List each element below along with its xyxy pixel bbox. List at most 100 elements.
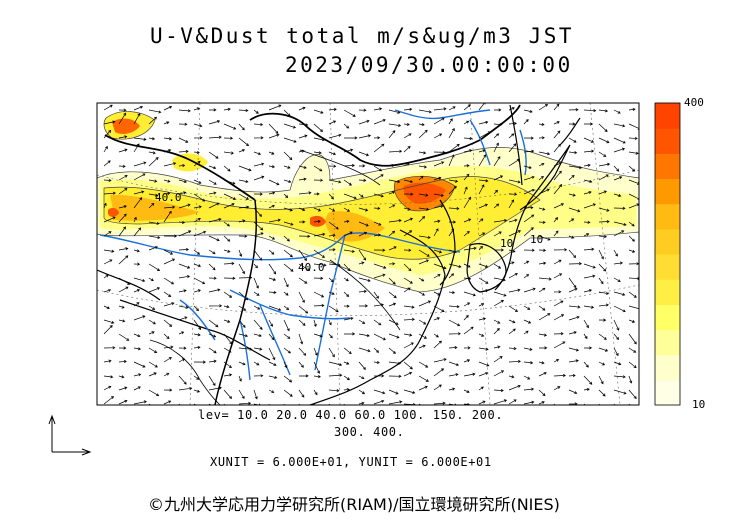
wind-arrow: [598, 162, 611, 167]
wind-arrow: [118, 213, 127, 223]
wind-arrow: [598, 249, 604, 260]
wind-arrow: [508, 288, 521, 293]
wind-arrow: [238, 319, 246, 328]
wind-arrow: [508, 107, 515, 111]
wind-arrow: [448, 345, 458, 350]
wind-arrow: [358, 261, 365, 265]
wind-arrow: [283, 221, 294, 226]
wind-arrow: [433, 204, 444, 209]
wind-arrow: [298, 361, 304, 368]
colorbar-segment: [655, 128, 680, 154]
wind-arrow: [223, 123, 237, 130]
wind-arrow: [553, 314, 565, 321]
wind-arrow: [553, 170, 562, 181]
wind-arrow: [373, 136, 381, 140]
wind-arrow: [568, 122, 576, 126]
wind-arrow: [568, 151, 578, 155]
wind-arrow: [553, 259, 562, 265]
wind-arrow: [298, 220, 306, 224]
wind-arrow: [538, 162, 545, 167]
wind-arrow: [583, 319, 589, 329]
wind-arrow: [523, 175, 535, 181]
wind-arrow: [388, 219, 402, 223]
wind-arrow: [268, 249, 275, 255]
wind-arrow: [103, 288, 112, 293]
wind-arrow: [478, 149, 486, 153]
wind-arrow: [583, 137, 595, 143]
wind-arrow: [493, 142, 499, 153]
wind-arrow: [538, 305, 546, 311]
plot-timestamp: 2023/09/30.00:00:00: [285, 53, 573, 77]
wind-arrow: [508, 384, 521, 391]
wind-arrow: [208, 263, 216, 271]
wind-arrow: [283, 151, 293, 161]
wind-arrow: [538, 371, 547, 377]
wind-arrow: [178, 109, 191, 113]
wind-arrow: [313, 151, 322, 155]
wind-arrow: [328, 233, 336, 238]
wind-arrow: [598, 291, 609, 295]
wind-arrow: [448, 290, 456, 295]
wind-arrow: [523, 287, 536, 293]
wind-arrow: [253, 249, 262, 261]
wind-arrow: [418, 333, 427, 339]
wind-arrow: [463, 104, 471, 111]
wind-arrow: [178, 375, 187, 385]
wind-arrow: [178, 247, 189, 252]
wind-arrow: [598, 277, 604, 285]
wind-arrow: [223, 151, 234, 155]
wind-arrow: [133, 249, 140, 253]
wind-arrow: [103, 259, 113, 265]
wind-arrow: [433, 176, 442, 181]
wind-arrow: [328, 319, 332, 326]
wind-arrow: [163, 191, 171, 196]
wind-arrow: [433, 333, 439, 338]
vector-units: XUNIT = 6.000E+01, YUNIT = 6.000E+01: [210, 455, 492, 469]
wind-arrow: [328, 389, 340, 393]
wind-arrow: [163, 372, 170, 377]
wind-arrow: [523, 136, 534, 140]
wind-arrow: [478, 232, 486, 237]
wind-arrow: [163, 149, 172, 153]
wind-arrow: [328, 151, 337, 156]
wind-arrow: [463, 263, 471, 268]
wind-arrow: [388, 291, 397, 299]
wind-arrow: [118, 399, 128, 405]
wind-arrow: [328, 107, 337, 112]
wind-arrow: [148, 305, 156, 310]
wind-arrow: [223, 179, 236, 185]
wind-arrow: [568, 218, 575, 223]
wind-arrow: [538, 136, 545, 140]
wind-arrow: [133, 361, 146, 368]
wind-arrow: [328, 361, 343, 367]
wind-arrow: [433, 263, 447, 270]
wind-arrow: [343, 316, 354, 321]
wind-arrow: [133, 216, 137, 223]
wind-arrow: [148, 277, 154, 282]
wind-arrow: [613, 176, 623, 181]
wind-arrow: [178, 122, 188, 126]
wind-arrow: [148, 202, 155, 209]
wind-arrow: [538, 220, 546, 224]
wind-arrow: [388, 204, 396, 209]
wind-arrow: [298, 134, 308, 139]
wind-arrow: [508, 375, 515, 379]
wind-arrow: [403, 371, 413, 377]
wind-arrow: [313, 276, 324, 280]
contour-label: 10: [530, 233, 543, 246]
wind-arrow: [313, 361, 320, 374]
wind-arrow: [283, 123, 297, 129]
wind-arrow: [253, 232, 264, 237]
wind-arrow: [433, 133, 443, 139]
wind-arrow: [358, 401, 365, 405]
wind-arrow: [568, 373, 576, 378]
wind-arrow: [403, 179, 414, 184]
wind-arrow: [103, 216, 116, 223]
colorbar-segment: [655, 203, 680, 230]
wind-arrow: [358, 304, 368, 308]
wind-arrow: [148, 109, 162, 114]
wind-arrow: [118, 333, 130, 341]
wind-arrow: [598, 151, 607, 157]
wind-arrow: [208, 191, 217, 195]
wind-arrow: [478, 371, 489, 377]
